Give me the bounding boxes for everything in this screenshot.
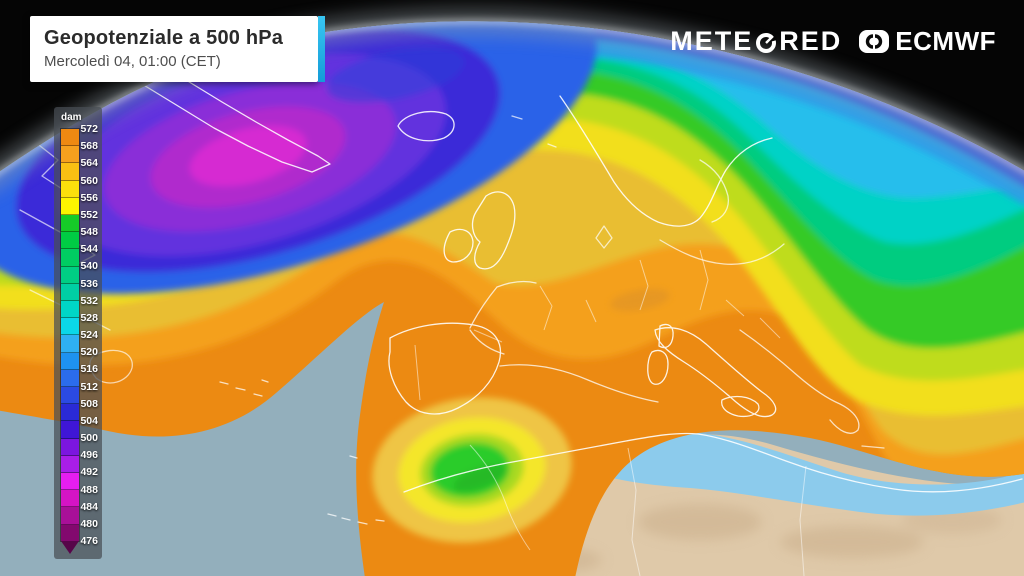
legend-bar [60, 128, 80, 542]
legend-cell [61, 387, 79, 405]
legend-cell [61, 507, 79, 525]
legend-cell [61, 438, 79, 456]
legend-tick-label: 512 [80, 380, 98, 393]
legend-cell [61, 404, 79, 422]
legend-arrow-icon [61, 541, 79, 554]
legend-cell [61, 301, 79, 319]
meteored-o-icon [756, 32, 778, 53]
meteored-text-pre: METE [670, 26, 754, 56]
legend-cell [61, 215, 79, 233]
legend-tick-label: 556 [80, 191, 98, 204]
legend-cell [61, 473, 79, 491]
legend-tick-label: 520 [80, 346, 98, 359]
legend-cell [61, 455, 79, 474]
legend-cell [61, 421, 79, 439]
legend-cell [61, 129, 79, 147]
legend-cell [61, 490, 79, 508]
legend-tick-label: 484 [80, 500, 98, 513]
legend-tick-label: 480 [80, 517, 98, 530]
accent-bar [318, 16, 325, 82]
legend-tick-label: 560 [80, 174, 98, 187]
legend-tick-label: 504 [80, 414, 98, 427]
legend-tick-label: 536 [80, 277, 98, 290]
legend-tick-label: 476 [80, 535, 98, 547]
legend-cell [61, 197, 79, 216]
legend-tick-label: 552 [80, 208, 98, 221]
legend-tick-label: 540 [80, 260, 98, 273]
legend-tick-label: 548 [80, 226, 98, 238]
legend-cell [61, 249, 79, 267]
ecmwf-logo: ECMWF [858, 26, 996, 57]
legend-tick-label: 572 [80, 123, 98, 135]
legend-tick-label: 500 [80, 432, 98, 444]
legend-tick-label: 488 [80, 483, 98, 496]
legend-cell [61, 146, 79, 164]
ecmwf-text: ECMWF [895, 26, 996, 56]
country-borders [414, 249, 807, 576]
page-title: Geopotenziale a 500 hPa [44, 27, 284, 49]
legend-cell [61, 283, 79, 302]
legend-tick-label: 564 [80, 157, 98, 170]
legend-cell [61, 369, 79, 388]
legend-unit-label: dam [61, 112, 82, 123]
legend-tick-label: 524 [80, 329, 98, 341]
legend-cell [61, 163, 79, 181]
brand-bar: METE RED ECMWF [670, 26, 996, 57]
legend-cell [61, 232, 79, 250]
atmosphere-glow [0, 8, 1024, 188]
ecmwf-icon [859, 30, 890, 53]
legend-cell [61, 180, 79, 198]
alps-relief [610, 288, 670, 312]
meteored-text-post: RED [779, 26, 843, 56]
legend-cell [61, 318, 79, 336]
legend-tick-label: 508 [80, 397, 98, 410]
legend-tick-label: 492 [80, 466, 98, 479]
legend-tick-label: 532 [80, 294, 98, 307]
legend-cell [61, 335, 79, 353]
legend-tick-label: 496 [80, 449, 98, 462]
legend-ticks: 572 568 564 560 556 552 548 544 540 536 532 528 524 5… [80, 123, 100, 547]
legend-panel: dam 572 568 564 560 556 552 548 544 540 536 532 528… [54, 107, 102, 559]
legend-tick-label: 544 [80, 243, 98, 256]
legend-tick-label: 516 [80, 363, 98, 376]
legend-cell [61, 352, 79, 370]
page-subtitle: Mercoledì 04, 01:00 (CET) [44, 53, 221, 70]
mediterranean-sea [560, 431, 1024, 516]
legend-cell [61, 266, 79, 284]
title-card: Geopotenziale a 500 hPa Mercoledì 04, 01… [30, 16, 325, 82]
legend-cell [61, 524, 79, 541]
meteored-logo: METE RED [670, 26, 842, 57]
legend-tick-label: 528 [80, 311, 98, 324]
legend-tick-label: 568 [80, 140, 98, 153]
